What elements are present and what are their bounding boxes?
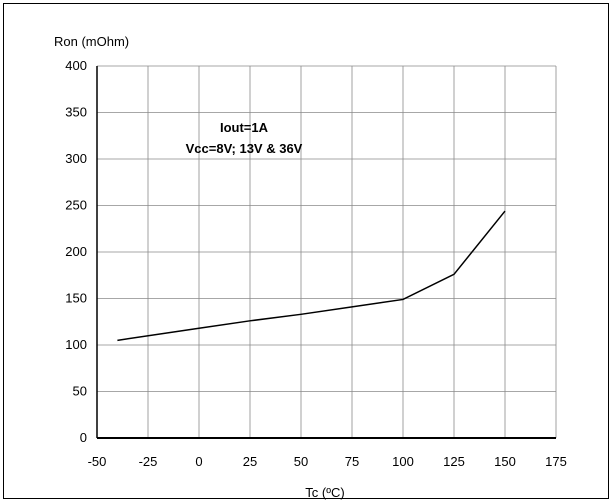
series-line bbox=[117, 211, 505, 340]
x-tick-label: 25 bbox=[243, 454, 257, 469]
y-tick-labels: 0 50 100 150 200 250 300 350 400 bbox=[65, 58, 87, 445]
annotation-current: Iout=1A bbox=[220, 120, 269, 135]
x-tick-label: -50 bbox=[88, 454, 107, 469]
y-tick-label: 0 bbox=[80, 430, 87, 445]
x-tick-label: -25 bbox=[139, 454, 158, 469]
x-tick-labels: -50 -25 0 25 50 75 100 125 150 175 bbox=[88, 454, 567, 469]
y-tick-label: 400 bbox=[65, 58, 87, 73]
y-tick-label: 300 bbox=[65, 151, 87, 166]
y-tick-label: 350 bbox=[65, 105, 87, 120]
x-tick-label: 75 bbox=[345, 454, 359, 469]
x-tick-label: 0 bbox=[195, 454, 202, 469]
grid bbox=[97, 66, 556, 438]
y-tick-label: 250 bbox=[65, 198, 87, 213]
x-tick-label: 175 bbox=[545, 454, 567, 469]
series-group bbox=[117, 211, 505, 340]
y-tick-label: 150 bbox=[65, 291, 87, 306]
x-tick-label: 50 bbox=[294, 454, 308, 469]
y-tick-label: 50 bbox=[73, 384, 87, 399]
y-axis-label: Ron (mOhm) bbox=[54, 34, 129, 49]
x-tick-label: 100 bbox=[392, 454, 414, 469]
y-tick-label: 200 bbox=[65, 244, 87, 259]
annotation-voltage: Vcc=8V; 13V & 36V bbox=[186, 141, 303, 156]
x-tick-label: 125 bbox=[443, 454, 465, 469]
x-axis-label: Tc (ºC) bbox=[305, 485, 344, 500]
x-tick-label: 150 bbox=[494, 454, 516, 469]
y-tick-label: 100 bbox=[65, 337, 87, 352]
